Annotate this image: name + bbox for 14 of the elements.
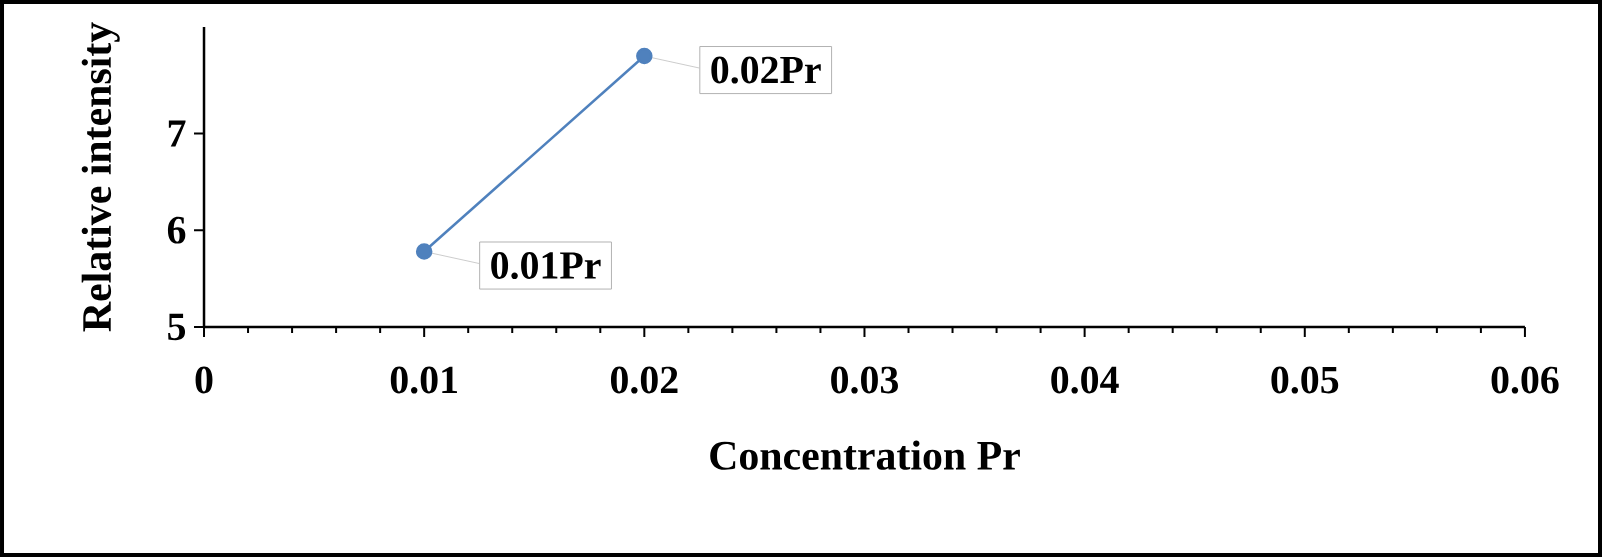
annotation: 0.01Pr (491, 252, 601, 280)
x-tick-label: 0.04 (1051, 366, 1119, 394)
annotation: 0.02Pr (711, 56, 821, 84)
x-tick-label: 0.06 (1491, 366, 1559, 394)
x-tick-label: 0 (195, 366, 213, 394)
x-tick-label: 0.03 (831, 366, 898, 394)
x-axis-title: Concentration Pr (710, 440, 1020, 470)
y-tick-label: 5 (168, 313, 186, 341)
y-tick-label: 7 (168, 120, 186, 147)
y-tick-label: 6 (167, 216, 186, 244)
x-tick-label: 0.02 (610, 366, 678, 394)
x-tick-label: 0.05 (1271, 366, 1339, 394)
x-tick-label: 0.01 (390, 366, 457, 394)
y-axis-title: Relative intensity (81, 22, 120, 332)
